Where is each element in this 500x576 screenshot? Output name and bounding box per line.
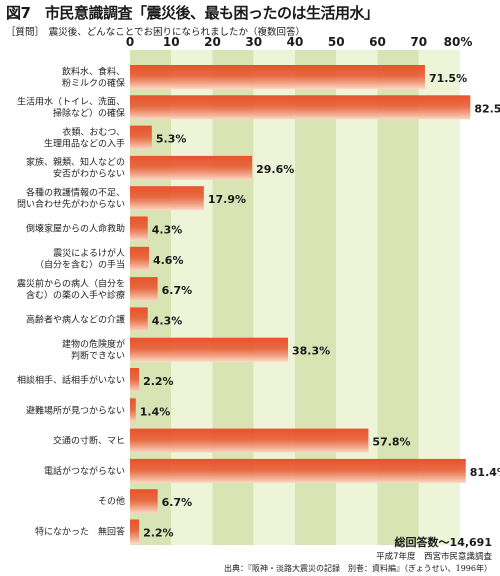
bar xyxy=(130,489,158,514)
category-label: 各種の救護情報の不足、 xyxy=(26,186,125,198)
category-label: 倒壊家屋からの人命救助 xyxy=(26,223,125,235)
category-label: 相談相手、話相手がいない xyxy=(17,374,125,386)
category-label: その他 xyxy=(98,495,125,507)
bar xyxy=(130,95,471,120)
category-label: 飲料水、食料、 xyxy=(62,65,125,77)
bar xyxy=(130,368,140,392)
x-tick-label: 10 xyxy=(163,35,180,49)
bar xyxy=(130,246,149,271)
category-label: 判断できない xyxy=(71,349,125,361)
x-tick-label: 80% xyxy=(444,35,473,49)
publication-source: 出典：『阪神・淡路大震災の記録 別巻：資料編』（ぎょうせい、1996年） xyxy=(224,564,492,573)
category-label: 特になかった 無回答 xyxy=(35,526,125,538)
bar-value-label: 5.3% xyxy=(156,133,187,146)
category-label: 生理用品などの入手 xyxy=(44,137,125,149)
category-label: 家族、親類、知人などの xyxy=(26,156,125,168)
x-tick-label: 60 xyxy=(369,35,386,49)
x-tick-label: 50 xyxy=(328,35,345,49)
x-tick-label: 20 xyxy=(204,35,221,49)
total-responses: 総回答数〜14,691 xyxy=(394,536,492,549)
bar xyxy=(130,155,253,180)
category-label: 衣類、おむつ、 xyxy=(62,126,125,138)
bar-value-label: 4.3% xyxy=(152,224,183,237)
bar-value-label: 4.3% xyxy=(152,314,183,327)
bar-value-label: 1.4% xyxy=(140,405,171,418)
bar xyxy=(130,186,204,211)
category-label: 震災前からの病人（自分を xyxy=(17,277,125,289)
category-label: 生活用水（トイレ、洗面、 xyxy=(17,96,125,108)
bar xyxy=(130,337,288,362)
x-tick-label: 0 xyxy=(126,35,134,49)
category-label: 交通の寸断、マヒ xyxy=(53,435,125,447)
bar-value-label: 6.7% xyxy=(162,284,193,297)
survey-source: 平成7年度 西宮市民意識調査 xyxy=(376,552,492,562)
category-label: 安否がわからない xyxy=(53,168,125,180)
category-label: 建物の危険度が xyxy=(62,338,125,350)
category-label: （自分を含む）の手当 xyxy=(35,259,125,271)
bar xyxy=(130,458,466,483)
bar-value-label: 71.5% xyxy=(429,72,467,85)
category-label: 問い合わせ先がわからない xyxy=(17,198,125,210)
category-label: 電話がつながらない xyxy=(44,465,125,477)
bar xyxy=(130,428,369,453)
bar-value-label: 4.6% xyxy=(153,254,184,267)
bar xyxy=(130,307,148,332)
bar-value-label: 6.7% xyxy=(162,496,193,509)
bar xyxy=(130,125,152,150)
bar xyxy=(130,519,140,544)
x-tick-label: 40 xyxy=(287,35,304,49)
category-label: 震災によるけが人 xyxy=(53,247,125,259)
bar xyxy=(130,216,148,241)
bar-value-label: 57.8% xyxy=(372,436,410,449)
category-label: 含む）の薬の入手や診療 xyxy=(26,289,125,301)
category-label: 避難場所が見つからない xyxy=(26,404,125,416)
bar-value-label: 2.2% xyxy=(143,375,174,388)
x-tick-label: 70 xyxy=(410,35,427,49)
bar xyxy=(130,398,136,423)
bar-value-label: 38.3% xyxy=(292,345,330,358)
bar xyxy=(130,277,158,302)
category-label: 高齢者や病人などの介護 xyxy=(26,313,125,325)
category-label: 掃除など）の確保 xyxy=(53,107,125,119)
survey-question: ［質問］ 震災後、どんなことでお困りになられましたか（複数回答） xyxy=(6,27,305,38)
x-tick-label: 30 xyxy=(245,35,262,49)
bar-value-label: 82.5% xyxy=(474,102,500,115)
bar-value-label: 17.9% xyxy=(208,193,246,206)
bar-value-label: 29.6% xyxy=(256,163,294,176)
category-label: 粉ミルクの確保 xyxy=(62,77,125,89)
bar-value-label: 81.4% xyxy=(470,466,500,479)
bar-value-label: 2.2% xyxy=(143,527,174,540)
chart-title: 図7 市民意識調査「震災後、最も困ったのは生活用水」 xyxy=(6,4,379,22)
bar xyxy=(130,65,425,89)
